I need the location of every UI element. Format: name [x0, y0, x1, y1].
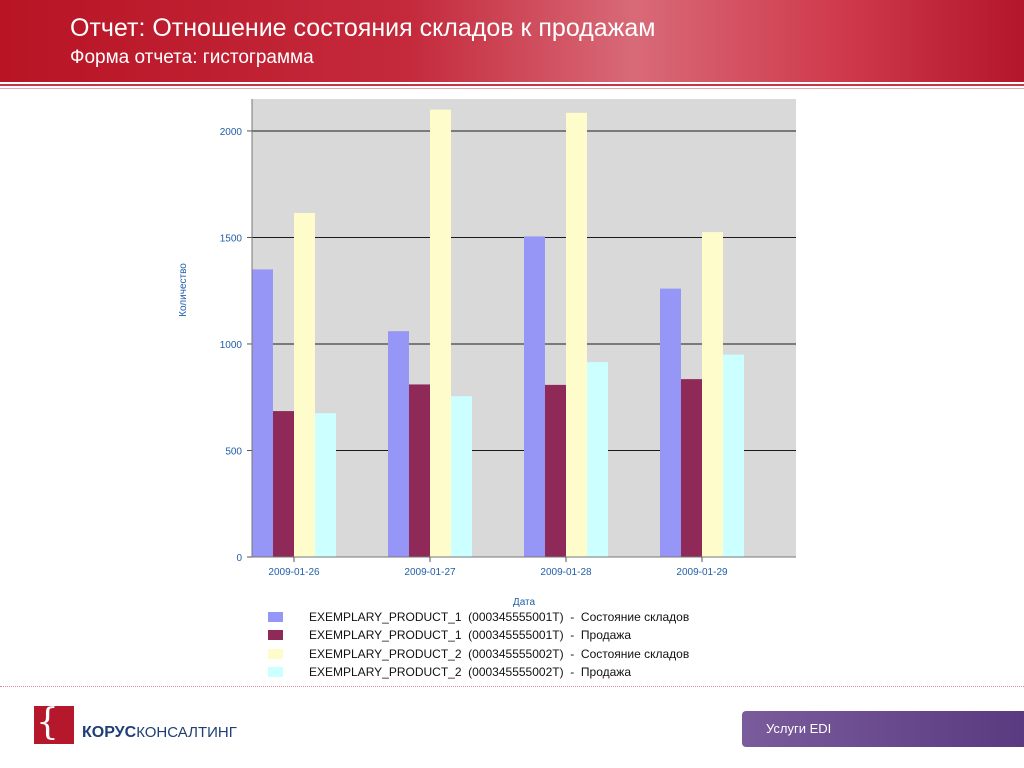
- bar: [294, 212, 315, 557]
- bar: [273, 411, 294, 557]
- x-tick-label: 2009-01-28: [540, 567, 592, 578]
- bar: [388, 331, 409, 557]
- x-axis-label: Дата: [513, 597, 536, 608]
- x-tick-label: 2009-01-27: [404, 567, 456, 578]
- logo-text: КОРУСКОНСАЛТИНГ: [82, 724, 237, 742]
- slide-subtitle: Форма отчета: гистограмма: [70, 47, 314, 68]
- edi-services-label: Услуги EDI: [766, 721, 832, 736]
- y-tick-label: 0: [236, 553, 242, 564]
- bar: [252, 269, 273, 557]
- y-axis-label: Количество: [178, 263, 189, 317]
- bar: [545, 384, 566, 557]
- legend-label: EXEMPLARY_PRODUCT_2 (000345555002T) - Пр…: [309, 665, 631, 680]
- y-tick-label: 500: [225, 446, 242, 457]
- bar: [723, 354, 744, 557]
- legend-item: EXEMPLARY_PRODUCT_2 (000345555002T) - Со…: [268, 645, 689, 663]
- x-tick-label: 2009-01-26: [268, 567, 320, 578]
- bar: [524, 236, 545, 557]
- y-tick-label: 2000: [220, 127, 243, 138]
- header-rule-thin: [0, 88, 1024, 89]
- bar: [660, 288, 681, 557]
- legend-item: EXEMPLARY_PRODUCT_2 (000345555002T) - Пр…: [268, 663, 689, 681]
- bar: [702, 232, 723, 558]
- logo-text-bold: КОРУС: [82, 724, 137, 741]
- legend-item: EXEMPLARY_PRODUCT_1 (000345555001T) - Со…: [268, 608, 689, 626]
- header-rule: [0, 84, 1024, 86]
- bar: [566, 112, 587, 558]
- legend-label: EXEMPLARY_PRODUCT_1 (000345555001T) - Пр…: [309, 628, 631, 643]
- y-tick-label: 1000: [220, 340, 243, 351]
- bar: [430, 109, 451, 558]
- legend-swatch: [268, 630, 283, 641]
- logo-mark: {: [34, 702, 74, 744]
- x-tick-label: 2009-01-29: [676, 567, 728, 578]
- slide-title: Отчет: Отношение состояния складов к про…: [70, 14, 656, 42]
- legend-swatch: [268, 667, 283, 678]
- footer-divider: [0, 686, 1024, 687]
- y-tick-label: 1500: [220, 233, 243, 244]
- logo-glyph: {: [36, 702, 59, 743]
- bar: [409, 384, 430, 557]
- legend-label: EXEMPLARY_PRODUCT_1 (000345555001T) - Со…: [309, 610, 690, 625]
- legend-item: EXEMPLARY_PRODUCT_1 (000345555001T) - Пр…: [268, 626, 689, 644]
- slide-header: Отчет: Отношение состояния складов к про…: [0, 0, 1024, 82]
- legend-swatch: [268, 612, 283, 623]
- legend-swatch: [268, 648, 283, 659]
- bar: [315, 413, 336, 557]
- logo-text-normal: КОНСАЛТИНГ: [136, 724, 237, 741]
- bar: [587, 362, 608, 557]
- bar-chart: 0 500 1000 1500 2000 2009-01-26 2009-01-27 2009…: [178, 99, 796, 608]
- chart-legend: EXEMPLARY_PRODUCT_1 (000345555001T) - Со…: [268, 608, 689, 681]
- edi-services-banner: Услуги EDI: [742, 711, 1024, 747]
- bar: [451, 396, 472, 557]
- bar: [681, 379, 702, 557]
- legend-label: EXEMPLARY_PRODUCT_2 (000345555002T) - Со…: [309, 646, 690, 661]
